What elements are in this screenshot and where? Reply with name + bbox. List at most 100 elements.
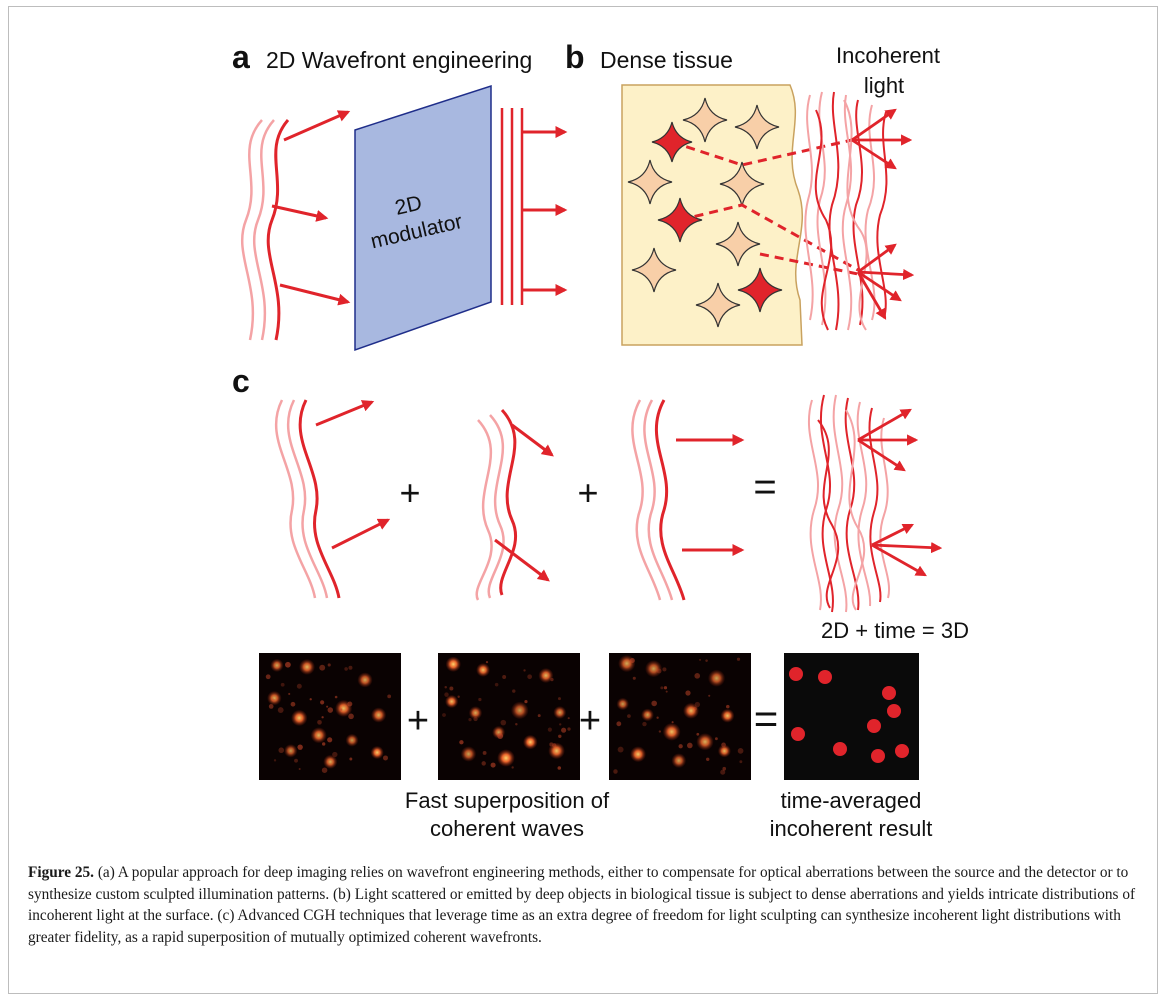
speckle-grain bbox=[558, 734, 562, 738]
speckle-grain bbox=[502, 675, 507, 679]
speckle-grain bbox=[561, 727, 567, 733]
panel-a-letter: a bbox=[232, 39, 250, 75]
speckle-spot bbox=[645, 660, 662, 677]
speckle-grain bbox=[271, 698, 275, 702]
plus-sign-4: + bbox=[579, 700, 601, 742]
speckle-spot bbox=[345, 733, 359, 747]
speckle-grain bbox=[726, 704, 730, 709]
speckle-grain bbox=[348, 665, 353, 670]
speckle-grain bbox=[715, 737, 718, 741]
speckle-grain bbox=[567, 727, 571, 731]
speckle-grain bbox=[671, 721, 674, 724]
panel-a-plane-wavefronts bbox=[500, 108, 524, 305]
left-caption-line-2: coherent waves bbox=[430, 816, 584, 841]
speckle-spot bbox=[497, 749, 515, 767]
speckle-grain bbox=[285, 661, 291, 668]
speckle-spot bbox=[683, 703, 699, 719]
speckle-grain bbox=[722, 766, 727, 771]
speckle-spot bbox=[553, 706, 567, 719]
speckle-grain bbox=[739, 760, 743, 764]
speckle-grain bbox=[642, 721, 647, 727]
speckle-grain bbox=[708, 694, 711, 697]
speckle-grain bbox=[321, 716, 324, 719]
speckle-spot bbox=[323, 755, 338, 769]
speckle-image-3 bbox=[609, 653, 751, 780]
speckle-grain bbox=[616, 721, 622, 727]
panel-a-wavefronts bbox=[241, 119, 290, 341]
coherent-wavefront-2 bbox=[475, 408, 554, 601]
speckle-grain bbox=[629, 657, 635, 663]
plus-sign-2: + bbox=[577, 472, 598, 513]
panel-c-letter: c bbox=[232, 363, 250, 399]
speckle-spot bbox=[538, 668, 554, 683]
speckle-grain bbox=[632, 676, 636, 680]
speckle-grain bbox=[694, 701, 701, 708]
speckle-spot bbox=[445, 656, 461, 672]
speckle-grain bbox=[737, 747, 744, 754]
speckle-grain bbox=[277, 707, 284, 713]
speckle-grain bbox=[459, 740, 464, 745]
speckle-grain bbox=[382, 755, 388, 761]
speckle-grain bbox=[613, 769, 618, 774]
speckle-spot bbox=[357, 672, 373, 688]
speckle-spot bbox=[663, 723, 681, 741]
speckle-grain bbox=[660, 686, 664, 690]
speckle-spot bbox=[299, 659, 315, 675]
speckle-grain bbox=[348, 713, 354, 720]
speckle-grain bbox=[294, 758, 298, 763]
speckle-grain bbox=[559, 723, 562, 726]
speckle-grain bbox=[265, 674, 271, 680]
speckle-spot bbox=[284, 744, 298, 758]
speckle-spot bbox=[445, 695, 459, 708]
panel-b: b Dense tissue Incoherent light bbox=[565, 39, 940, 346]
incoherent-arrows bbox=[851, 108, 915, 320]
speckle-grain bbox=[699, 658, 702, 661]
panel-a-input-arrows bbox=[271, 110, 351, 306]
speckle-spot bbox=[310, 727, 327, 743]
speckle-grain bbox=[515, 722, 518, 726]
speckle-grain bbox=[494, 682, 499, 687]
speckle-spot bbox=[291, 710, 308, 726]
speckle-grain bbox=[523, 669, 526, 672]
speckle-grain bbox=[656, 716, 659, 719]
speckle-grain bbox=[344, 667, 348, 671]
plus-sign-1: + bbox=[399, 472, 420, 513]
speckle-grain bbox=[617, 746, 624, 753]
incoherent-light-label-1: Incoherent bbox=[836, 43, 940, 68]
speckle-grain bbox=[524, 700, 528, 704]
speckle-grain bbox=[309, 698, 312, 701]
speckle-grain bbox=[511, 766, 514, 769]
speckle-grain bbox=[557, 697, 561, 701]
speckle-grain bbox=[651, 700, 658, 707]
speckle-grain bbox=[327, 663, 331, 667]
speckle-grain bbox=[322, 742, 326, 746]
speckle-spot bbox=[469, 706, 482, 720]
speckle-grain bbox=[327, 707, 334, 713]
speckle-spot bbox=[476, 663, 490, 677]
speckle-grain bbox=[298, 767, 301, 771]
speckle-grain bbox=[444, 685, 447, 689]
figure-25-illustration: a 2D Wavefront engineering 2D modulator … bbox=[232, 39, 969, 841]
right-caption-line-2: incoherent result bbox=[770, 816, 933, 841]
speckle-grain bbox=[658, 730, 662, 733]
speckle-grain bbox=[297, 744, 303, 750]
speckle-spot bbox=[696, 733, 714, 751]
speckle-grain bbox=[706, 757, 710, 761]
2d-modulator bbox=[354, 84, 492, 352]
panel-a-title: 2D Wavefront engineering bbox=[266, 47, 532, 73]
speckle-grain bbox=[444, 692, 449, 697]
speckle-grain bbox=[478, 697, 482, 702]
speckle-grain bbox=[567, 717, 570, 720]
speckle-grain bbox=[468, 718, 472, 722]
speckle-spot bbox=[616, 697, 629, 711]
speckle-grain bbox=[736, 657, 741, 661]
speckle-grain bbox=[288, 692, 291, 696]
speckle-grain bbox=[334, 695, 338, 699]
figure-frame bbox=[8, 6, 1158, 994]
speckle-spot bbox=[267, 691, 282, 706]
speckle-grain bbox=[268, 704, 274, 709]
speckle-spot bbox=[630, 746, 646, 762]
speckle-grain bbox=[319, 664, 326, 671]
speckle-grain bbox=[500, 719, 507, 726]
plus-sign-3: + bbox=[407, 700, 429, 742]
